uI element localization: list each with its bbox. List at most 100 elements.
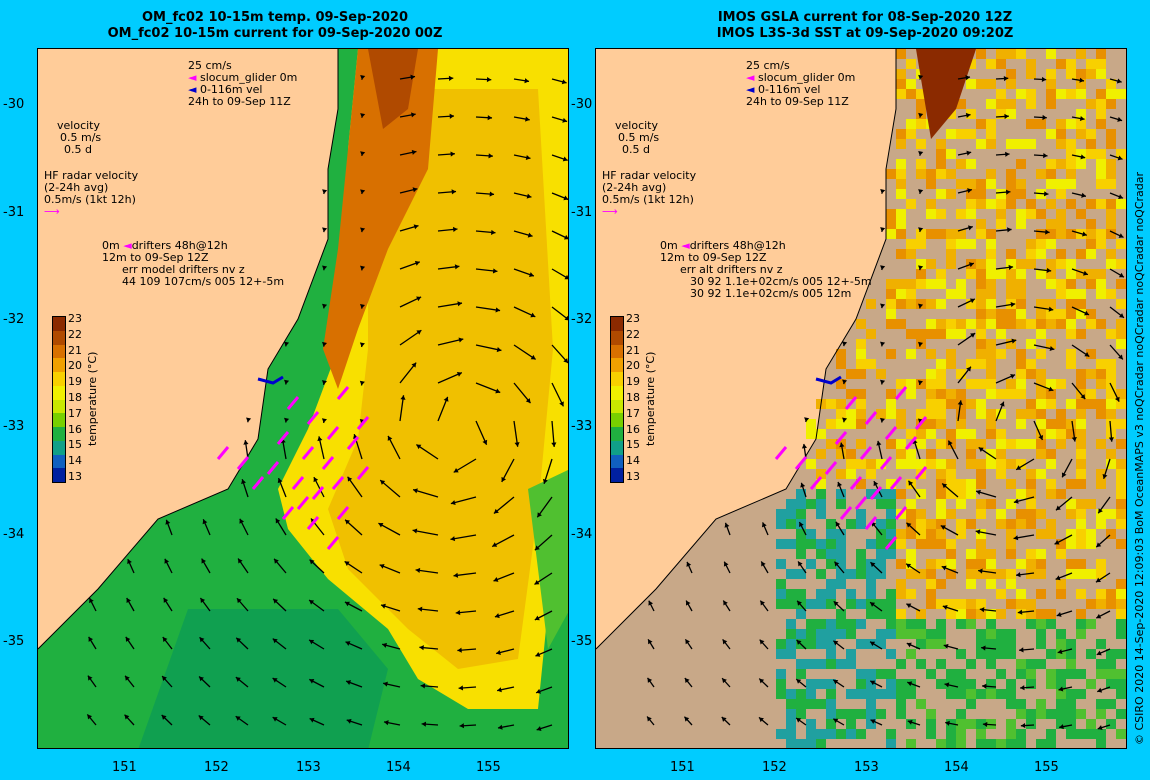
- colorbar-tick-label: 20: [626, 359, 640, 373]
- sst-pixel: [1016, 379, 1026, 389]
- sst-pixel: [1046, 79, 1056, 89]
- sst-pixel: [1056, 679, 1066, 689]
- sst-pixel: [1066, 119, 1076, 129]
- sst-pixel: [996, 449, 1006, 459]
- sst-pixel: [866, 459, 876, 469]
- sst-pixel: [1076, 209, 1086, 219]
- sst-pixel: [786, 699, 796, 709]
- sst-pixel: [1066, 399, 1076, 409]
- sst-pixel: [976, 729, 986, 739]
- sst-pixel: [986, 409, 996, 419]
- sst-pixel: [776, 639, 786, 649]
- sst-pixel: [846, 459, 856, 469]
- sst-pixel: [886, 389, 896, 399]
- current-arrow-head: [400, 395, 406, 400]
- sst-pixel: [1096, 49, 1106, 59]
- sst-pixel: [856, 669, 866, 679]
- radar-arrow: [281, 506, 295, 520]
- sst-pixel: [906, 649, 916, 659]
- sst-pixel: [1076, 689, 1086, 699]
- sst-pixel: [1116, 389, 1126, 399]
- sst-pixel: [856, 439, 866, 449]
- sst-pixel: [1106, 89, 1116, 99]
- sst-pixel: [896, 229, 906, 239]
- sst-pixel: [976, 539, 986, 549]
- sst-pixel: [996, 59, 1006, 69]
- lon-label: 155: [1034, 760, 1059, 775]
- glider-legend: 25 cm/s ◄ slocum_glider 0m ◄ 0-116m vel …: [188, 59, 298, 108]
- current-arrow-head: [321, 380, 328, 385]
- sst-pixel: [776, 559, 786, 569]
- sst-pixel: [926, 229, 936, 239]
- sst-pixel: [886, 349, 896, 359]
- radar-arrow: [306, 516, 320, 530]
- colorbar-tick-label: 21: [626, 343, 640, 357]
- current-arrow-head: [525, 398, 531, 404]
- lon-label: 152: [204, 760, 229, 775]
- radar-arrow: [849, 476, 863, 490]
- sst-pixel: [1116, 599, 1126, 609]
- sst-pixel: [796, 589, 806, 599]
- sst-pixel: [1066, 669, 1076, 679]
- sst-pixel: [986, 549, 996, 559]
- right-panel-title: IMOS GSLA current for 08-Sep-2020 12Z IM…: [716, 10, 1014, 41]
- sst-pixel: [1036, 329, 1046, 339]
- sst-pixel: [1026, 519, 1036, 529]
- sst-pixel: [1056, 689, 1066, 699]
- sst-pixel: [1126, 349, 1127, 359]
- sst-pixel: [946, 729, 956, 739]
- sst-pixel: [906, 739, 916, 748]
- sst-pixel: [1026, 259, 1036, 269]
- current-arrow-head: [1116, 78, 1122, 84]
- sst-pixel: [846, 719, 856, 729]
- sst-pixel: [786, 589, 796, 599]
- sst-pixel: [886, 549, 896, 559]
- sst-pixel: [886, 489, 896, 499]
- sst-pixel: [1046, 159, 1056, 169]
- sst-pixel: [916, 169, 926, 179]
- sst-pixel: [936, 229, 946, 239]
- sst-pixel: [856, 459, 866, 469]
- colorbar-tick-label: 22: [68, 327, 82, 341]
- current-arrow-head: [413, 488, 418, 494]
- sst-pixel: [816, 429, 826, 439]
- sst-pixel: [886, 409, 896, 419]
- sst-pixel: [1086, 149, 1096, 159]
- sst-pixel: [906, 589, 916, 599]
- sst-pixel: [786, 519, 796, 529]
- sst-pixel: [886, 629, 896, 639]
- sst-pixel: [1016, 269, 1026, 279]
- current-arrow-head: [274, 558, 279, 564]
- sst-pixel: [936, 439, 946, 449]
- sst-pixel: [956, 679, 966, 689]
- sst-pixel: [956, 289, 966, 299]
- current-arrow-head: [412, 187, 418, 193]
- sst-pixel: [976, 299, 986, 309]
- current-arrow-head: [1058, 686, 1064, 692]
- current-arrow-head: [686, 561, 692, 567]
- sst-pixel: [1006, 139, 1016, 149]
- sst-pixel: [1056, 309, 1066, 319]
- colorbar-swatch: [611, 468, 623, 482]
- sst-pixel: [796, 709, 806, 719]
- current-arrow-head: [917, 380, 923, 385]
- sst-pixel: [1126, 129, 1127, 139]
- current-arrow-head: [443, 396, 449, 402]
- colorbar-tick-label: 23: [68, 312, 82, 325]
- current-arrow-head: [907, 681, 913, 687]
- current-arrow-head: [345, 641, 351, 646]
- temperature-colorbar: [610, 316, 624, 483]
- sst-pixel: [1116, 689, 1126, 699]
- sst-pixel: [986, 449, 996, 459]
- sst-pixel: [966, 209, 976, 219]
- current-arrow-head: [559, 401, 564, 407]
- sst-pixel: [1126, 289, 1127, 299]
- sst-pixel: [886, 439, 896, 449]
- sst-pixel: [1006, 479, 1016, 489]
- sst-pixel: [1056, 89, 1066, 99]
- sst-pixel: [1046, 309, 1056, 319]
- sst-pixel: [1086, 199, 1096, 209]
- current-arrow-head: [272, 678, 278, 683]
- sst-pixel: [1046, 69, 1056, 79]
- sst-pixel: [1066, 689, 1076, 699]
